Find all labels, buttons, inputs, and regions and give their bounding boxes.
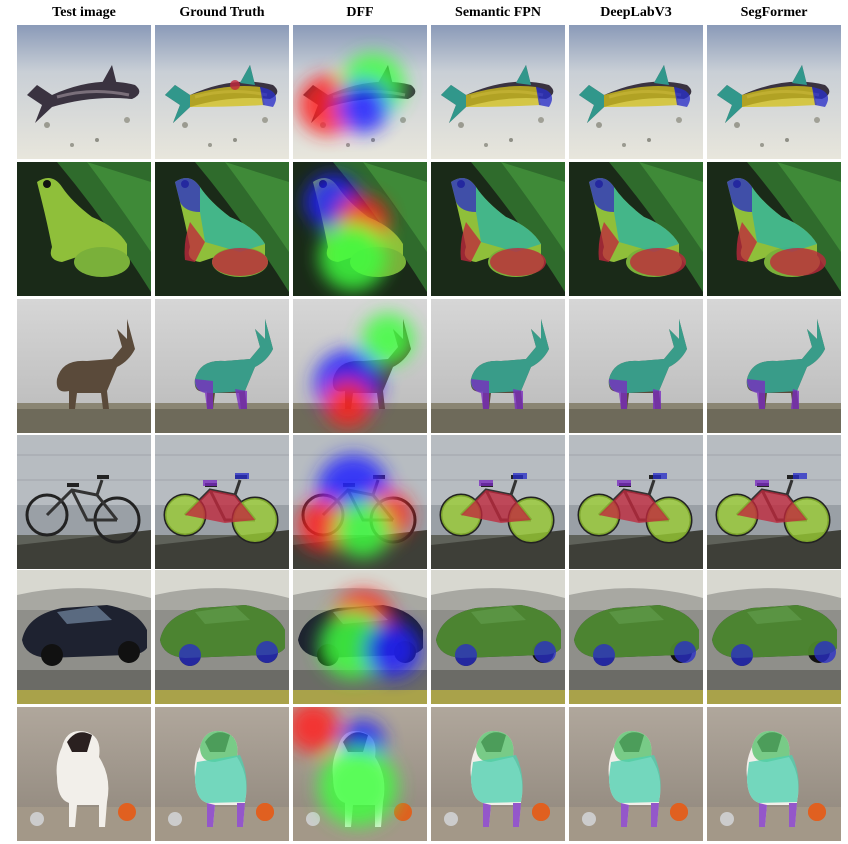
image-segformer-row-2 bbox=[707, 162, 841, 296]
image-deeplabv3-row-6 bbox=[569, 707, 703, 841]
image-test-image-row-1 bbox=[17, 25, 151, 159]
image-test-image-row-2 bbox=[17, 162, 151, 296]
image-deeplabv3-row-4 bbox=[569, 435, 703, 569]
image-semantic-fpn-row-6 bbox=[431, 707, 565, 841]
image-dff-row-1 bbox=[293, 25, 427, 159]
header-dff: DFF bbox=[346, 5, 374, 20]
header-ground-truth: Ground Truth bbox=[179, 5, 265, 20]
image-ground-truth-row-5 bbox=[155, 570, 289, 704]
image-test-image-row-5 bbox=[17, 570, 151, 704]
image-deeplabv3-row-1 bbox=[569, 25, 703, 159]
image-semantic-fpn-row-3 bbox=[431, 299, 565, 433]
image-dff-row-4 bbox=[293, 435, 427, 569]
image-test-image-row-3 bbox=[17, 299, 151, 433]
image-segformer-row-5 bbox=[707, 570, 841, 704]
image-deeplabv3-row-3 bbox=[569, 299, 703, 433]
image-deeplabv3-row-5 bbox=[569, 570, 703, 704]
image-semantic-fpn-row-2 bbox=[431, 162, 565, 296]
header-semantic-fpn: Semantic FPN bbox=[455, 5, 541, 20]
image-ground-truth-row-6 bbox=[155, 707, 289, 841]
image-ground-truth-row-4 bbox=[155, 435, 289, 569]
image-ground-truth-row-1 bbox=[155, 25, 289, 159]
image-segformer-row-4 bbox=[707, 435, 841, 569]
image-test-image-row-4 bbox=[17, 435, 151, 569]
header-test-image: Test image bbox=[52, 5, 116, 20]
image-dff-row-5 bbox=[293, 570, 427, 704]
image-segformer-row-6 bbox=[707, 707, 841, 841]
image-segformer-row-3 bbox=[707, 299, 841, 433]
column-headers: Test image Ground Truth DFF Semantic FPN… bbox=[0, 0, 848, 22]
image-semantic-fpn-row-1 bbox=[431, 25, 565, 159]
image-semantic-fpn-row-5 bbox=[431, 570, 565, 704]
image-ground-truth-row-2 bbox=[155, 162, 289, 296]
image-ground-truth-row-3 bbox=[155, 299, 289, 433]
image-dff-row-6 bbox=[293, 707, 427, 841]
image-semantic-fpn-row-4 bbox=[431, 435, 565, 569]
header-deeplabv3: DeepLabV3 bbox=[600, 5, 672, 20]
image-dff-row-2 bbox=[293, 162, 427, 296]
header-segformer: SegFormer bbox=[740, 5, 808, 20]
image-deeplabv3-row-2 bbox=[569, 162, 703, 296]
image-test-image-row-6 bbox=[17, 707, 151, 841]
image-segformer-row-1 bbox=[707, 25, 841, 159]
image-dff-row-3 bbox=[293, 299, 427, 433]
